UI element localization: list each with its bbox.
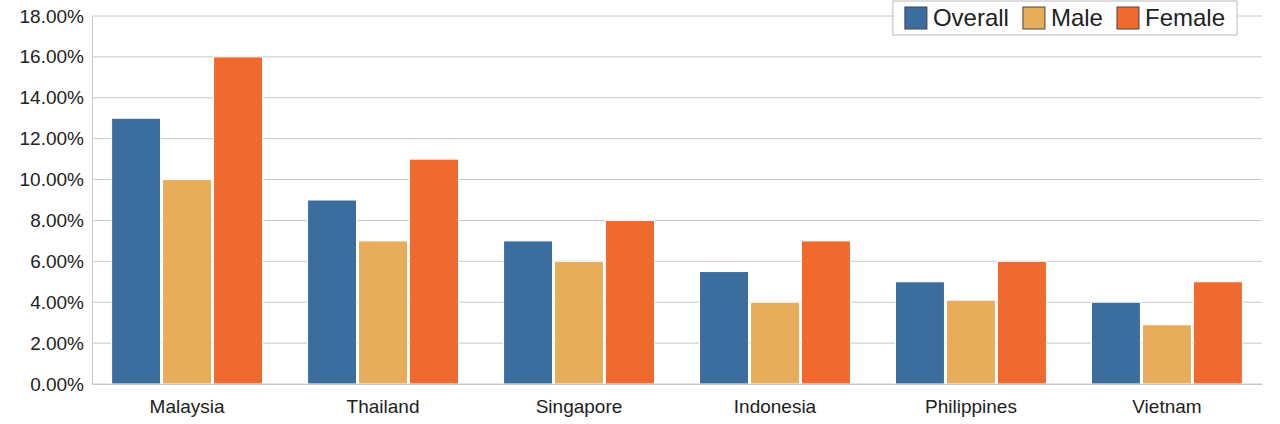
plot: 0.00% 2.00% 4.00% 6.00% 8.00% 10.00% 12.00% 14.… bbox=[20, 6, 1263, 418]
y-axis-line bbox=[92, 17, 93, 385]
x-tick: Indonesia bbox=[734, 384, 817, 417]
y-tick: 18.00% bbox=[20, 6, 92, 27]
legend-item: Overall bbox=[905, 4, 1009, 31]
y-tick: 0.00% bbox=[30, 374, 92, 395]
x-tick: Vietnam bbox=[1132, 384, 1201, 417]
legend-item: Female bbox=[1117, 4, 1225, 31]
legend-label: Male bbox=[1051, 4, 1103, 31]
bar bbox=[700, 272, 749, 384]
grid-line bbox=[92, 56, 1262, 57]
y-tick: 2.00% bbox=[30, 333, 92, 354]
bar bbox=[606, 220, 655, 384]
chart: 0.00% 2.00% 4.00% 6.00% 8.00% 10.00% 12.00% 14.… bbox=[0, 0, 1280, 424]
bar bbox=[1142, 325, 1191, 384]
x-axis-line bbox=[93, 384, 1263, 385]
series bbox=[163, 180, 1192, 384]
x-tick: Singapore bbox=[536, 384, 623, 417]
x-tick: Thailand bbox=[347, 384, 420, 417]
legend-label: Female bbox=[1145, 4, 1225, 31]
y-tick: 6.00% bbox=[30, 251, 92, 272]
bar bbox=[112, 118, 161, 384]
x-axis: Malaysia Thailand Singapore Indonesia Philip… bbox=[93, 384, 1263, 417]
bar bbox=[896, 282, 945, 384]
bar bbox=[359, 241, 408, 384]
grid-line bbox=[92, 179, 1262, 180]
bar bbox=[1091, 302, 1140, 384]
grid-line bbox=[92, 138, 1262, 139]
legend-swatch bbox=[1117, 7, 1139, 29]
y-tick: 14.00% bbox=[20, 87, 92, 108]
legend-box bbox=[893, 1, 1237, 35]
grid bbox=[92, 16, 1262, 384]
y-tick: 16.00% bbox=[20, 46, 92, 67]
x-tick-label: Indonesia bbox=[734, 396, 817, 417]
bar bbox=[410, 159, 459, 384]
y-tick-label: 2.00% bbox=[30, 333, 84, 354]
y-tick-label: 12.00% bbox=[20, 128, 85, 149]
bar bbox=[504, 241, 553, 384]
y-tick-label: 14.00% bbox=[20, 87, 85, 108]
y-tick-label: 4.00% bbox=[30, 292, 84, 313]
y-tick-label: 8.00% bbox=[30, 210, 84, 231]
y-tick: 12.00% bbox=[20, 128, 92, 149]
bar bbox=[946, 300, 995, 384]
grid-line bbox=[92, 384, 1262, 385]
x-tick-label: Thailand bbox=[347, 396, 420, 417]
grid-line bbox=[92, 97, 1262, 98]
y-tick: 10.00% bbox=[20, 169, 92, 190]
y-tick-label: 16.00% bbox=[20, 46, 85, 67]
x-tick: Philippines bbox=[925, 384, 1017, 417]
bars bbox=[112, 57, 1243, 384]
x-tick-label: Philippines bbox=[925, 396, 1017, 417]
bar bbox=[163, 180, 212, 384]
bar bbox=[802, 241, 851, 384]
y-tick: 8.00% bbox=[30, 210, 92, 231]
grid-line bbox=[92, 220, 1262, 221]
y-tick: 4.00% bbox=[30, 292, 92, 313]
bar bbox=[214, 57, 263, 384]
x-tick-label: Singapore bbox=[536, 396, 623, 417]
series bbox=[214, 57, 1243, 384]
legend-item: Male bbox=[1023, 4, 1103, 31]
legend-label: Overall bbox=[933, 4, 1009, 31]
grid-line bbox=[92, 343, 1262, 344]
x-tick: Malaysia bbox=[150, 384, 225, 417]
series bbox=[112, 118, 1141, 384]
y-tick-label: 18.00% bbox=[20, 6, 85, 27]
y-tick-label: 0.00% bbox=[30, 374, 84, 395]
bar bbox=[1193, 282, 1242, 384]
x-tick-label: Malaysia bbox=[150, 396, 225, 417]
legend: Overall Male Female bbox=[893, 1, 1237, 35]
bar bbox=[751, 302, 800, 384]
grid-line bbox=[92, 302, 1262, 303]
y-tick-label: 10.00% bbox=[20, 169, 85, 190]
y-tick-label: 6.00% bbox=[30, 251, 84, 272]
y-axis: 0.00% 2.00% 4.00% 6.00% 8.00% 10.00% 12.00% 14.… bbox=[20, 6, 93, 395]
grid-line bbox=[92, 261, 1262, 262]
legend-swatch bbox=[1023, 7, 1045, 29]
x-tick-label: Vietnam bbox=[1132, 396, 1201, 417]
bar bbox=[308, 200, 357, 384]
legend-swatch bbox=[905, 7, 927, 29]
bar bbox=[555, 261, 604, 384]
bar bbox=[997, 261, 1046, 384]
